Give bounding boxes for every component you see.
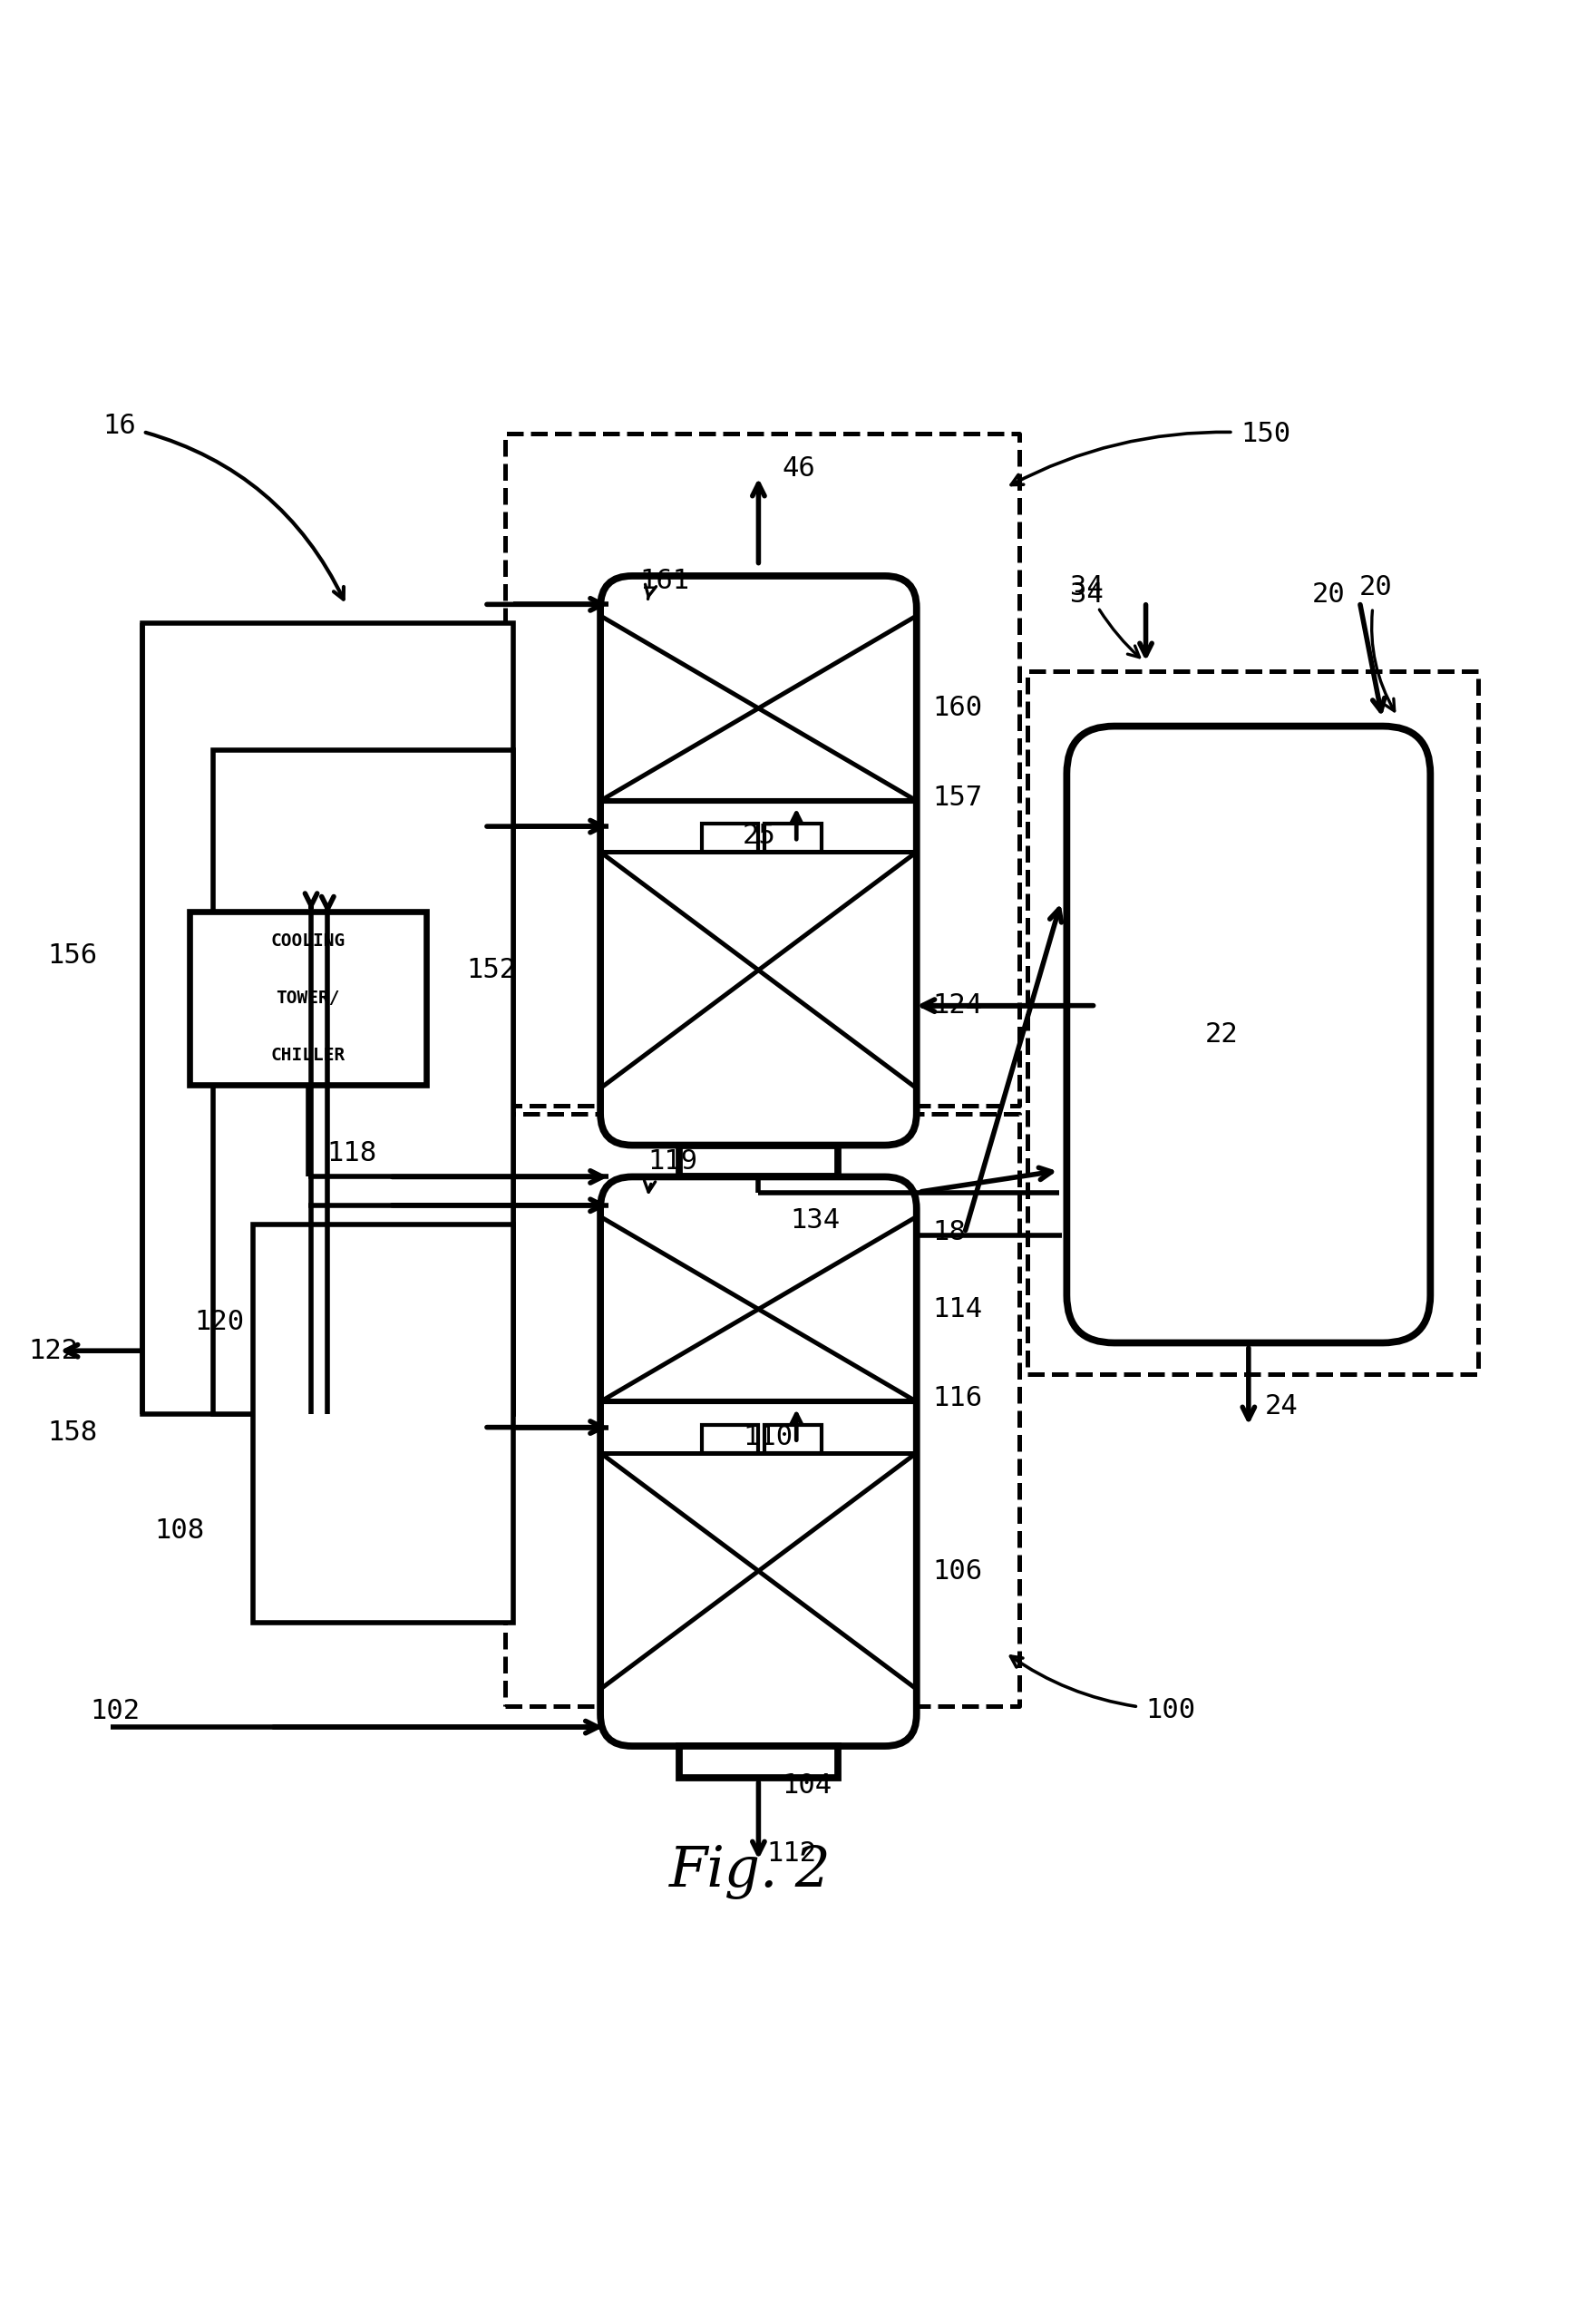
- Text: TOWER/: TOWER/: [276, 989, 340, 1008]
- Text: 118: 118: [327, 1140, 377, 1166]
- Text: 106: 106: [932, 1558, 983, 1584]
- Text: 34: 34: [1069, 574, 1140, 657]
- FancyBboxPatch shape: [1066, 727, 1430, 1342]
- Text: Fig. 2: Fig. 2: [670, 1846, 832, 1899]
- Bar: [680, 1145, 838, 1177]
- Text: 122: 122: [29, 1337, 78, 1363]
- Text: 16: 16: [102, 413, 343, 599]
- Text: 124: 124: [932, 991, 983, 1019]
- Text: COOLING: COOLING: [271, 931, 345, 950]
- Bar: [252, 1224, 514, 1623]
- Text: 119: 119: [645, 1147, 697, 1191]
- Bar: [680, 1746, 838, 1776]
- Text: 150: 150: [1012, 420, 1291, 485]
- Text: 18: 18: [932, 1219, 966, 1245]
- Text: 112: 112: [766, 1839, 817, 1867]
- Text: 102: 102: [89, 1697, 140, 1725]
- Text: 25: 25: [742, 822, 776, 850]
- Text: 104: 104: [782, 1772, 832, 1800]
- Text: 157: 157: [932, 785, 983, 810]
- Bar: [214, 750, 514, 1414]
- Text: 108: 108: [155, 1519, 204, 1544]
- Text: 160: 160: [932, 694, 983, 722]
- Text: 152: 152: [466, 957, 516, 982]
- Text: 116: 116: [932, 1386, 983, 1412]
- Text: 24: 24: [1264, 1393, 1298, 1419]
- Text: 161: 161: [640, 567, 689, 599]
- Text: 156: 156: [46, 943, 97, 968]
- FancyBboxPatch shape: [600, 576, 916, 1145]
- Bar: [764, 1426, 822, 1454]
- Bar: [764, 824, 822, 852]
- Text: 20: 20: [1312, 583, 1345, 608]
- Text: 134: 134: [790, 1207, 839, 1233]
- Text: CHILLER: CHILLER: [271, 1047, 345, 1063]
- Text: 22: 22: [1205, 1022, 1238, 1047]
- Bar: [702, 1426, 758, 1454]
- Bar: [702, 824, 758, 852]
- Bar: [190, 910, 426, 1084]
- Text: 120: 120: [195, 1310, 244, 1335]
- Text: 110: 110: [742, 1423, 793, 1451]
- Text: 46: 46: [782, 455, 816, 481]
- Text: 114: 114: [932, 1296, 983, 1321]
- Text: 158: 158: [46, 1419, 97, 1447]
- FancyBboxPatch shape: [600, 1177, 916, 1746]
- Text: 20: 20: [1360, 574, 1395, 711]
- Text: 100: 100: [1010, 1656, 1195, 1723]
- Bar: [142, 622, 514, 1414]
- Text: 34: 34: [1069, 583, 1103, 608]
